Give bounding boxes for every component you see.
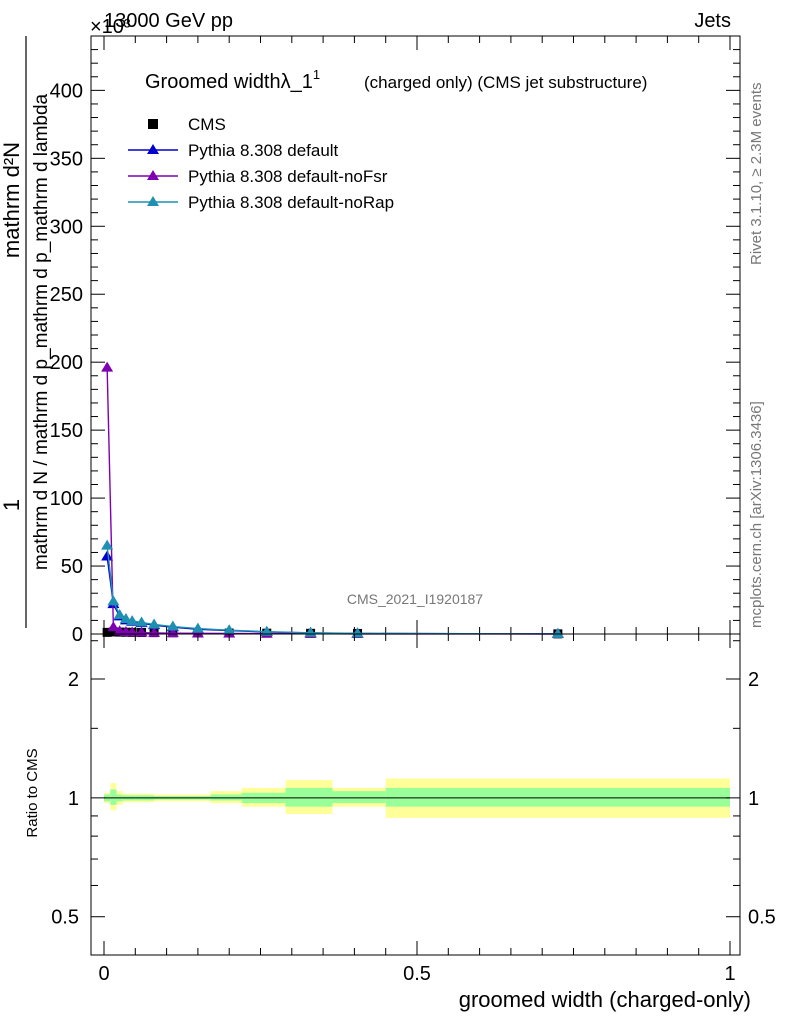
ratio-y-tick-label-right: 1	[748, 788, 759, 810]
jets-label: Jets	[694, 10, 731, 32]
mc-data-point	[126, 615, 139, 626]
ratio-inner-band	[110, 789, 117, 805]
y-tick-label: 100	[50, 488, 83, 510]
series-line-3	[106, 545, 558, 635]
mc-data-point	[148, 618, 161, 629]
mc-data-point	[223, 624, 236, 635]
ratio-axis-ticks: 0.5 0.5 1 1 2 2 0 0.5 1	[51, 634, 776, 985]
y-title-over: mathrm d²N	[0, 142, 24, 258]
legend-label: CMS	[188, 115, 226, 134]
exponent-label: ×10³	[90, 16, 131, 38]
mc-data-point	[260, 625, 273, 636]
title-superscript: 1	[313, 67, 320, 82]
y-tick-label: 0	[72, 624, 83, 646]
ratio-y-tick-label-right: 0.5	[748, 907, 776, 929]
mc-data-point	[101, 550, 114, 561]
ratio-y-tick-label: 1	[68, 788, 79, 810]
cms-data-point	[102, 627, 112, 637]
legend-label: Pythia 8.308 default-noFsr	[188, 167, 388, 186]
x-axis-title: groomed width (charged-only)	[459, 987, 751, 1012]
legend-label: Pythia 8.308 default	[188, 141, 339, 160]
main-axis-ticks: 0 50 100 150 200 250 300 350 400	[50, 36, 740, 646]
analysis-watermark: CMS_2021_I1920187	[347, 591, 483, 607]
y-title-numerator: 1	[0, 499, 24, 511]
series-line-1	[106, 556, 558, 635]
mc-data-point	[191, 622, 204, 633]
ratio-inner-band	[385, 787, 730, 807]
main-y-axis-title: 1 mathrm d²N mathrm d N / mathrm d p_mat…	[0, 36, 52, 628]
main-series-group	[101, 361, 564, 639]
y-tick-label: 350	[50, 148, 83, 170]
main-chart-subtitle: (charged only) (CMS jet substructure)	[364, 73, 647, 92]
ratio-y-tick-label: 2	[68, 669, 79, 691]
legend-label: Pythia 8.308 default-noRap	[188, 193, 394, 212]
y-title-denominator: mathrm d N / mathrm d p_mathrm d p_mathr…	[31, 93, 52, 570]
legend-marker-triangle	[147, 196, 159, 206]
mc-data-point	[113, 608, 126, 619]
mc-data-point	[135, 616, 148, 627]
x-tick-label: 0	[98, 963, 109, 985]
y-tick-label: 250	[50, 284, 83, 306]
ratio-inner-band	[285, 787, 333, 807]
y-tick-label: 300	[50, 216, 83, 238]
rivet-label: Rivet 3.1.10, ≥ 2.3M events	[748, 83, 765, 266]
y-tick-label: 50	[61, 556, 83, 578]
main-chart-title: Groomed widthλ_11	[145, 67, 320, 93]
ratio-y-tick-label: 0.5	[51, 907, 79, 929]
series-line-2	[106, 367, 558, 635]
title-text: Groomed widthλ_1	[145, 71, 313, 93]
cms-data-point	[108, 627, 118, 637]
mc-data-point	[551, 627, 564, 638]
mc-data-point	[166, 627, 179, 638]
mcplots-label: mcplots.cern.ch [arXiv:1306.3436]	[748, 401, 765, 628]
mc-data-point	[107, 595, 120, 606]
energy-label: 13000 GeV pp	[104, 10, 233, 32]
mc-data-point	[166, 620, 179, 631]
mc-data-point	[101, 361, 114, 372]
y-tick-label: 400	[50, 80, 83, 102]
legend-marker-triangle	[147, 144, 159, 154]
ratio-band-group	[104, 778, 730, 818]
legend-marker-triangle	[147, 170, 159, 180]
mc-data-point	[107, 621, 120, 632]
legend: CMS Pythia 8.308 default Pythia 8.308 defa…	[128, 115, 394, 212]
ratio-y-tick-label-right: 2	[748, 669, 759, 691]
ratio-inner-band	[332, 791, 386, 804]
legend-marker-square	[148, 119, 158, 129]
ratio-y-axis-title: Ratio to CMS	[24, 748, 41, 837]
mc-data-point	[101, 539, 114, 550]
ratio-plot-frame	[90, 633, 741, 956]
y-tick-label: 150	[50, 420, 83, 442]
y-tick-label: 200	[50, 352, 83, 374]
x-tick-label: 0.5	[403, 963, 431, 985]
x-tick-label: 1	[724, 963, 735, 985]
